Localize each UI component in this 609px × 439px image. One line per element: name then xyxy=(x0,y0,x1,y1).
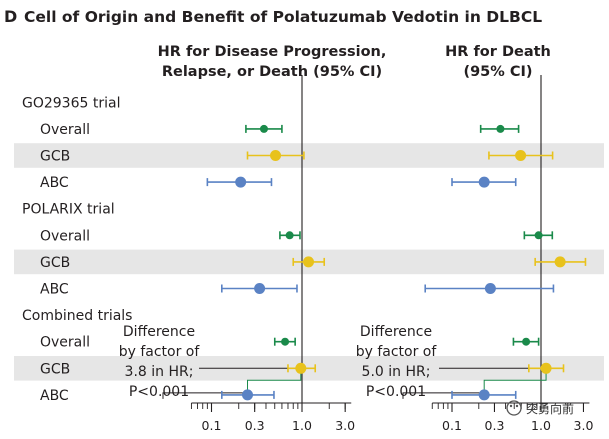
figure-title: Cell of Origin and Benefit of Polatuzuma… xyxy=(24,8,542,26)
panel-header-line: Relapse, or Death (95% CI) xyxy=(162,64,382,80)
tick-label: 0.1 xyxy=(442,418,462,433)
annotation-leader xyxy=(402,392,485,399)
subgroup-label: Overall xyxy=(40,335,90,351)
annotation-line: 5.0 in HR; xyxy=(362,364,431,380)
hr-point xyxy=(285,231,294,240)
subgroup-label: Overall xyxy=(40,228,90,244)
tick-label: 3.0 xyxy=(574,418,594,433)
hr-point xyxy=(254,283,266,294)
hr-point xyxy=(522,337,531,346)
subgroup-label: GCB xyxy=(40,149,70,165)
hr-point xyxy=(478,389,490,401)
wechat-logo-eye-icon xyxy=(509,404,513,408)
hr-point xyxy=(515,150,527,161)
comparison-bracket xyxy=(483,368,547,395)
tick-label: 0.3 xyxy=(485,418,505,433)
watermark: 突勇向前 xyxy=(506,400,574,416)
tick-label: 0.1 xyxy=(202,418,222,433)
comparison-connectors xyxy=(162,367,547,399)
hr-point xyxy=(554,256,566,268)
annotation-line: P<0.001 xyxy=(129,384,189,400)
tick-label: 1.0 xyxy=(292,418,312,433)
panel-headers: HR for Disease Progression, Relapse, or D… xyxy=(158,44,551,80)
wechat-logo-icon xyxy=(506,400,522,416)
section-label: Combined trials xyxy=(22,308,132,324)
hr-point xyxy=(235,176,247,188)
subgroup-label: GCB xyxy=(40,361,70,377)
hr-point xyxy=(303,256,315,268)
annotation-line: Difference xyxy=(123,324,195,340)
watermark-text: 突勇向前 xyxy=(526,401,574,416)
hr-point xyxy=(281,337,290,346)
annotation-line: by factor of xyxy=(119,344,201,360)
hr-point xyxy=(478,176,490,188)
section-label: POLARIX trial xyxy=(22,202,115,218)
hr-point xyxy=(270,150,282,161)
subgroup-label: ABC xyxy=(40,175,69,191)
panel-header-line: (95% CI) xyxy=(463,64,532,80)
annotation-line: P<0.001 xyxy=(366,384,426,400)
panel-letter: D xyxy=(4,7,17,26)
hr-point xyxy=(259,124,268,133)
subgroup-label: GCB xyxy=(40,255,70,271)
subgroup-label: ABC xyxy=(40,282,69,298)
hr-point xyxy=(242,389,254,401)
hr-point xyxy=(540,362,552,374)
annotation-line: Difference xyxy=(360,324,432,340)
annotation-line: by factor of xyxy=(356,344,438,360)
hr-point xyxy=(534,231,543,240)
axes: 0.1 0.3 1.0 3.0 0.1 0.3 1.0 3.0 xyxy=(190,75,594,433)
hr-point xyxy=(295,362,307,374)
panel-header-line: HR for Disease Progression, xyxy=(158,44,387,60)
tick-label: 3.0 xyxy=(335,418,355,433)
tick-label: 1.0 xyxy=(531,418,551,433)
row-labels: GO29365 trial Overall GCB ABC POLARIX trial O… xyxy=(22,95,132,404)
tick-label: 0.3 xyxy=(245,418,265,433)
annotation-line: 3.8 in HR; xyxy=(125,364,194,380)
data-marks xyxy=(206,124,587,401)
comparison-bracket xyxy=(247,368,302,395)
hr-point xyxy=(484,283,496,294)
subgroup-label: Overall xyxy=(40,122,90,138)
wechat-logo-eye-icon xyxy=(515,404,519,408)
comparison-annotations: Difference by factor of 3.8 in HR; P<0.001 D… xyxy=(119,324,438,400)
panel-header-line: HR for Death xyxy=(445,44,551,60)
subgroup-label: ABC xyxy=(40,388,69,404)
hr-point xyxy=(496,124,505,133)
section-label: GO29365 trial xyxy=(22,95,120,111)
annotation-leader xyxy=(162,392,248,399)
